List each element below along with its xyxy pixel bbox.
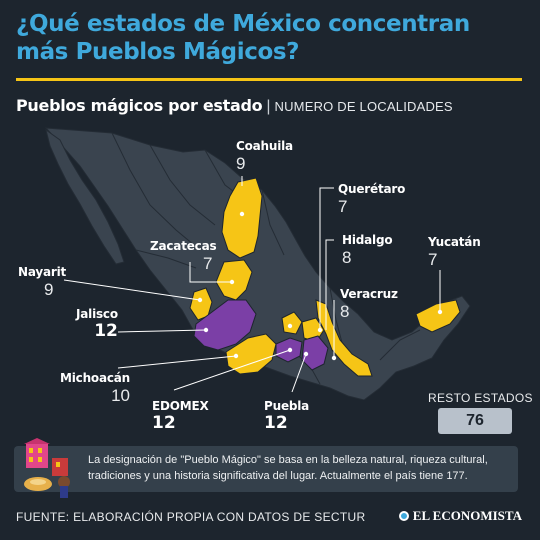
baja-california bbox=[45, 128, 125, 265]
infographic-title: ¿Qué estados de México concentran más Pu… bbox=[16, 11, 470, 65]
mexico-landmass bbox=[44, 127, 471, 400]
brand-mark-icon bbox=[398, 511, 409, 521]
map-subtitle: Pueblos mágicos por estado | NUMERO DE LOC… bbox=[16, 96, 453, 116]
rest-states-value: 76 bbox=[438, 408, 512, 434]
rest-states-label: RESTO ESTADOS bbox=[428, 391, 533, 405]
label-jalisco: Jalisco 12 bbox=[76, 307, 118, 341]
pueblo-illustration-icon bbox=[24, 438, 70, 498]
state-veracruz bbox=[315, 299, 373, 377]
leader-dots bbox=[197, 211, 443, 361]
label-nayarit: Nayarit 9 bbox=[18, 265, 67, 299]
subtitle-main: Pueblos mágicos por estado bbox=[16, 96, 263, 115]
state-yucatan bbox=[415, 299, 461, 333]
subtitle-separator: | bbox=[266, 98, 271, 115]
state-queretaro bbox=[281, 311, 303, 335]
label-queretaro: Querétaro 7 bbox=[338, 182, 406, 216]
subtitle-unit: NUMERO DE LOCALIDADES bbox=[274, 99, 453, 114]
brand-logo: EL ECONOMISTA bbox=[398, 508, 522, 524]
label-puebla: Puebla 12 bbox=[264, 399, 310, 433]
label-hidalgo: Hidalgo 8 bbox=[342, 233, 393, 267]
leader-lines bbox=[63, 176, 441, 393]
state-coahuila bbox=[221, 177, 263, 259]
source-footer: FUENTE: ELABORACIÓN PROPIA CON DATOS DE … bbox=[16, 510, 366, 524]
note-text: La designación de "Pueblo Mágico" se bas… bbox=[88, 454, 488, 482]
label-coahuila: Coahuila 9 bbox=[236, 139, 293, 173]
note-panel bbox=[14, 446, 518, 492]
label-michoacan: Michoacán 10 bbox=[60, 371, 131, 405]
brand-name: EL ECONOMISTA bbox=[412, 508, 522, 523]
label-zacatecas: Zacatecas 7 bbox=[150, 239, 217, 273]
label-yucatan: Yucatán 7 bbox=[428, 235, 481, 269]
mexico-map bbox=[44, 127, 471, 400]
label-veracruz: Veracruz 8 bbox=[340, 287, 398, 321]
state-puebla bbox=[301, 335, 329, 371]
label-edomex: EDOMEX 12 bbox=[152, 399, 209, 433]
state-jalisco bbox=[193, 299, 257, 351]
state-michoacan bbox=[225, 333, 277, 375]
state-zacatecas bbox=[215, 259, 253, 301]
title-divider bbox=[16, 78, 522, 81]
